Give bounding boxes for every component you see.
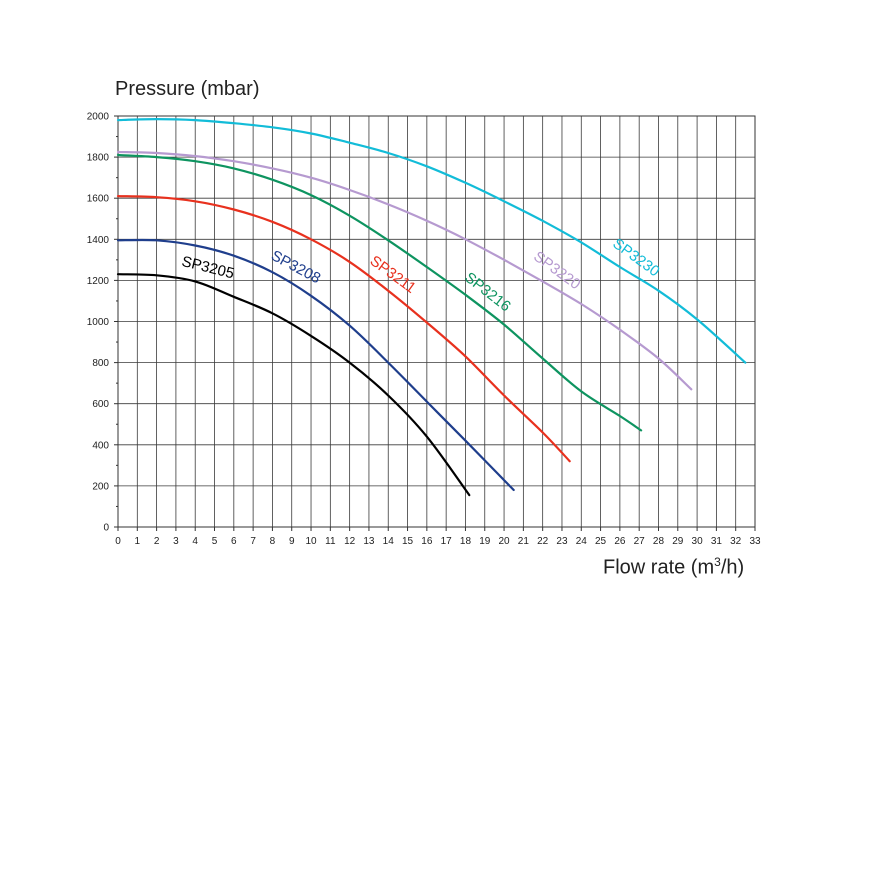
y-tick-label: 800	[92, 358, 109, 369]
x-axis-title-superscript: 3	[714, 555, 721, 569]
y-tick-label: 200	[92, 481, 109, 492]
x-tick-label: 3	[173, 536, 179, 547]
y-tick-label: 1000	[87, 317, 110, 328]
x-tick-label: 4	[192, 536, 198, 547]
x-tick-label: 14	[383, 536, 395, 547]
x-tick-label: 8	[270, 536, 276, 547]
y-tick-label: 2000	[87, 112, 110, 123]
x-tick-label: 2	[154, 536, 160, 547]
series-line-sp3230	[116, 118, 747, 364]
x-tick-label: 28	[653, 536, 665, 547]
y-tick-label: 1600	[87, 194, 110, 205]
x-tick-label: 15	[402, 536, 414, 547]
x-tick-label: 7	[250, 536, 256, 547]
x-tick-label: 19	[479, 536, 491, 547]
x-tick-label: 18	[460, 536, 472, 547]
x-tick-label: 11	[325, 536, 336, 547]
x-tick-label: 33	[749, 536, 761, 547]
x-axis-title-main: Flow rate (m	[603, 556, 715, 579]
x-tick-label: 26	[614, 536, 626, 547]
x-tick-label: 25	[595, 536, 607, 547]
x-tick-label: 16	[421, 536, 433, 547]
y-tick-label: 0	[103, 523, 109, 534]
y-tick-label: 1800	[87, 153, 110, 164]
series-line-sp3216	[116, 153, 643, 432]
series-line-sp3211	[116, 195, 571, 463]
x-tick-label: 29	[672, 536, 684, 547]
x-tick-label: 9	[289, 536, 295, 547]
x-tick-label: 5	[212, 536, 218, 547]
series-line-sp3208	[116, 238, 515, 492]
x-tick-label: 0	[115, 536, 121, 547]
x-tick-label: 12	[344, 536, 356, 547]
x-axis-title-end: /h)	[720, 556, 745, 579]
y-axis-title: Pressure (mbar)	[115, 78, 260, 100]
x-tick-label: 21	[518, 536, 530, 547]
x-tick-label: 17	[441, 536, 453, 547]
x-tick-label: 13	[363, 536, 375, 547]
series-line-sp3220	[116, 150, 693, 391]
y-tick-label: 1200	[87, 276, 110, 287]
x-tick-label: 27	[634, 536, 646, 547]
x-tick-label: 20	[498, 536, 510, 547]
x-axis-title: Flow rate (m3/h)	[603, 555, 744, 580]
x-tick-label: 10	[305, 536, 317, 547]
series-line-sp3205	[116, 273, 471, 497]
x-tick-label: 6	[231, 536, 237, 547]
x-tick-label: 1	[135, 536, 141, 547]
y-tick-label: 600	[92, 399, 109, 410]
x-tick-label: 23	[556, 536, 568, 547]
x-tick-label: 24	[576, 536, 588, 547]
x-tick-label: 30	[692, 536, 704, 547]
y-tick-label: 1400	[87, 235, 110, 246]
y-tick-label: 400	[92, 440, 109, 451]
x-tick-label: 22	[537, 536, 549, 547]
x-tick-label: 31	[711, 536, 723, 547]
x-tick-label: 32	[730, 536, 742, 547]
